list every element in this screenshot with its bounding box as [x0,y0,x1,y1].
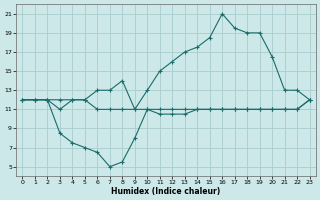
X-axis label: Humidex (Indice chaleur): Humidex (Indice chaleur) [111,187,221,196]
